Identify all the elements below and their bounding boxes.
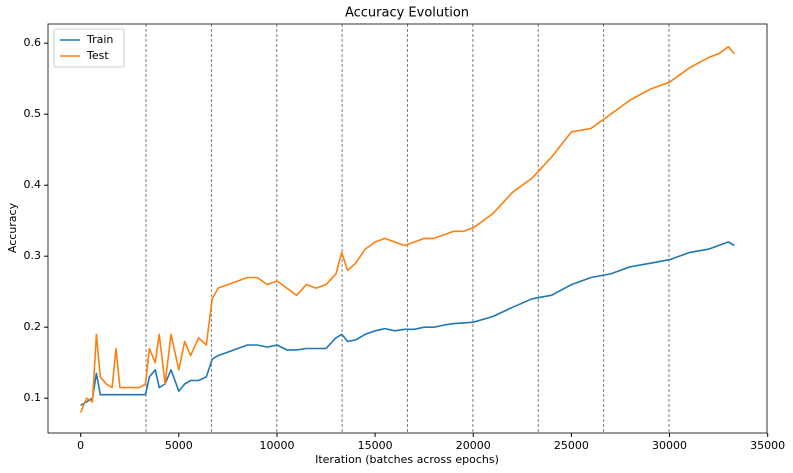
y-tick-label: 0.6 (24, 36, 42, 49)
x-axis-label: Iteration (batches across epochs) (315, 453, 499, 466)
y-tick-label: 0.4 (24, 178, 42, 191)
legend-box (53, 28, 125, 68)
y-axis-label: Accuracy (6, 202, 19, 253)
x-tick-label: 10000 (259, 439, 294, 452)
series-line (80, 241, 735, 406)
y-tick-label: 0.3 (24, 249, 42, 262)
plot-frame (47, 23, 768, 434)
x-tick-label: 15000 (358, 439, 393, 452)
x-tick-label: 20000 (456, 439, 491, 452)
legend-label: Test (86, 49, 109, 62)
series-line (79, 45, 735, 413)
x-tick-label: 5000 (165, 439, 193, 452)
y-tick-label: 0.2 (24, 320, 42, 333)
x-tick-label: 35000 (750, 439, 785, 452)
x-tick-label: 25000 (554, 439, 589, 452)
y-tick-label: 0.1 (24, 391, 42, 404)
chart-title: Accuracy Evolution (345, 6, 469, 21)
x-tick-label: 30000 (652, 439, 687, 452)
legend-label: Train (86, 33, 113, 46)
y-tick-label: 0.5 (24, 107, 42, 120)
x-tick-label: 0 (77, 439, 84, 452)
